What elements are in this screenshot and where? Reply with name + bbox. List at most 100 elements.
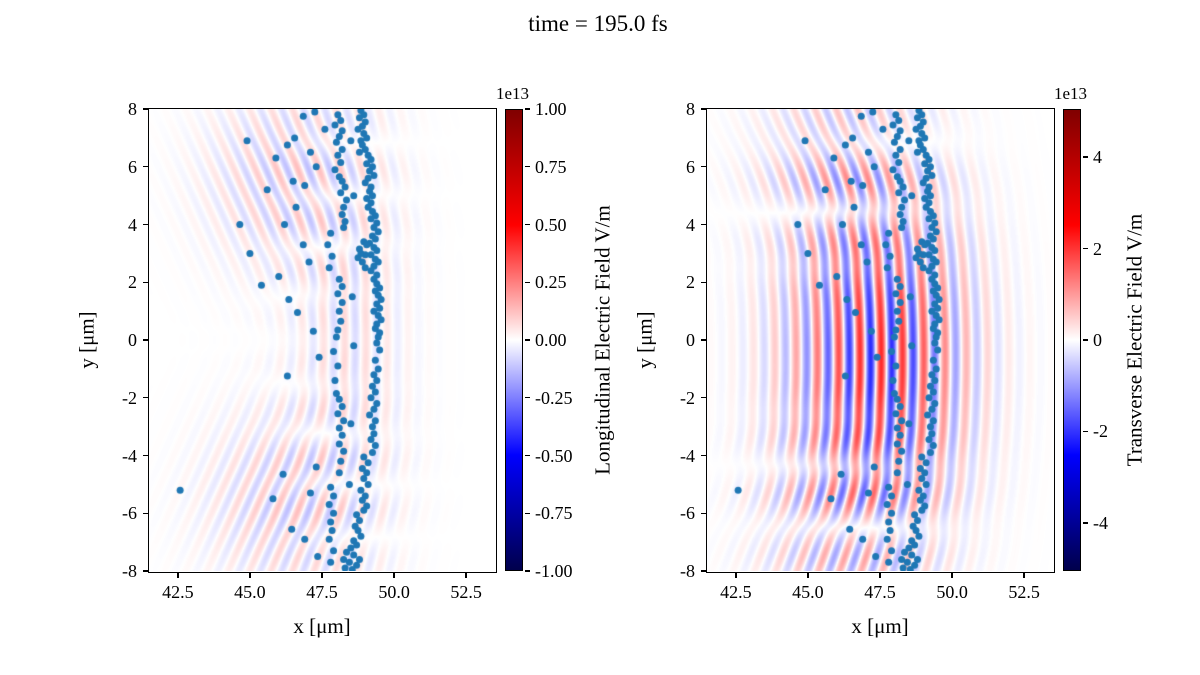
colorbar-tick bbox=[1082, 522, 1088, 524]
x-tick-label: 47.5 bbox=[864, 582, 896, 602]
y-tick bbox=[700, 281, 706, 283]
y-tick-label: 0 bbox=[686, 330, 695, 350]
y-tick bbox=[700, 397, 706, 399]
colorbar-gradient-right bbox=[1063, 109, 1081, 571]
longitudinal-colorbar: 1e13 Longitudinal Electric Field V/m 1.0… bbox=[496, 84, 615, 580]
colorbar-tick-label: 1.00 bbox=[535, 99, 567, 119]
y-tick-label: 4 bbox=[686, 214, 695, 235]
colorbar-tick bbox=[524, 454, 530, 457]
colorbar-tick bbox=[524, 570, 530, 572]
y-tick bbox=[142, 339, 148, 341]
y-tick-label: 2 bbox=[128, 272, 137, 293]
x-axis-label-left: x [μm] bbox=[293, 614, 351, 638]
x-tick-label: 52.5 bbox=[450, 582, 482, 602]
colorbar-tick-label: -0.50 bbox=[535, 445, 573, 466]
colorbar-tick bbox=[524, 223, 530, 226]
colorbar-tick-label: 0.75 bbox=[535, 156, 567, 177]
x-tick-label: 45.0 bbox=[234, 582, 266, 602]
x-tick bbox=[951, 573, 953, 578]
y-tick-label: 8 bbox=[128, 99, 137, 119]
x-tick-label: 45.0 bbox=[792, 582, 824, 602]
y-tick bbox=[700, 339, 706, 341]
colorbar-tick bbox=[524, 281, 530, 283]
x-tick bbox=[735, 573, 737, 578]
colorbar-label-left: Longitudinal Electric Field V/m bbox=[590, 205, 615, 475]
y-tick-label: -4 bbox=[680, 445, 695, 466]
y-tick bbox=[142, 570, 148, 572]
y-tick-label: 0 bbox=[128, 330, 137, 350]
y-tick-label: 8 bbox=[686, 99, 695, 119]
x-tick bbox=[1023, 573, 1025, 578]
y-tick bbox=[142, 223, 148, 226]
figure-title: time = 195.0 fs bbox=[528, 11, 668, 36]
y-tick-label: 6 bbox=[128, 156, 137, 177]
colorbar-tick-label: 0.50 bbox=[535, 214, 567, 235]
colorbar-tick bbox=[524, 397, 530, 399]
x-tick bbox=[393, 573, 395, 578]
transverse-colorbar: 1e13 Transverse Electric Field V/m 4 2 0 -2… bbox=[1054, 84, 1147, 571]
y-tick-label: -8 bbox=[122, 561, 137, 581]
y-tick-label: -4 bbox=[122, 445, 137, 466]
transverse-field-canvas bbox=[707, 109, 1053, 571]
x-tick-label: 42.5 bbox=[162, 582, 194, 602]
colorbar-tick bbox=[524, 512, 530, 514]
x-tick bbox=[177, 573, 179, 578]
x-tick bbox=[465, 573, 467, 578]
colorbar-tick bbox=[1082, 339, 1088, 341]
y-tick bbox=[142, 281, 148, 283]
x-tick-label: 50.0 bbox=[936, 582, 968, 602]
x-tick bbox=[807, 573, 809, 578]
y-tick bbox=[700, 108, 706, 110]
x-tick-label: 47.5 bbox=[306, 582, 338, 602]
y-tick-label: 2 bbox=[686, 272, 695, 293]
colorbar-tick-label: 0.25 bbox=[535, 272, 567, 293]
longitudinal-field-plot: x [μm] y [μm] 42.5 45.0 47.5 50.0 52.5 8 6 4 2 0-… bbox=[75, 100, 497, 638]
colorbar-tick-label: -4 bbox=[1093, 512, 1108, 533]
y-tick bbox=[142, 397, 148, 399]
colorbar-offset-right: 1e13 bbox=[1053, 84, 1087, 103]
colorbar-tick-label: -2 bbox=[1093, 421, 1108, 442]
x-tick-label: 42.5 bbox=[720, 582, 752, 602]
colorbar-tick bbox=[1082, 430, 1088, 433]
y-tick bbox=[700, 454, 706, 457]
colorbar-gradient-left bbox=[505, 109, 523, 571]
y-tick-label: -2 bbox=[680, 387, 695, 408]
colorbar-tick bbox=[1082, 156, 1088, 158]
x-axis-label-right: x [μm] bbox=[851, 614, 909, 638]
colorbar-tick-label: 4 bbox=[1093, 147, 1102, 168]
y-tick bbox=[700, 166, 706, 168]
colorbar-tick bbox=[1082, 247, 1088, 250]
x-tick bbox=[321, 573, 323, 578]
colorbar-tick-label: -1.00 bbox=[535, 561, 573, 581]
y-tick bbox=[142, 454, 148, 457]
colorbar-tick-label: -0.75 bbox=[535, 503, 573, 524]
transverse-field-plot: x [μm] y [μm] 42.5 45.0 47.5 50.0 52.5 8 6 4 2 0-… bbox=[633, 100, 1055, 638]
y-tick bbox=[142, 512, 148, 514]
y-tick bbox=[700, 570, 706, 572]
y-tick bbox=[700, 512, 706, 514]
colorbar-tick-label: -0.25 bbox=[535, 387, 573, 408]
y-tick-label: -8 bbox=[680, 561, 695, 581]
x-tick bbox=[879, 573, 881, 578]
longitudinal-field-canvas bbox=[149, 109, 495, 571]
y-tick bbox=[700, 223, 706, 226]
y-tick bbox=[142, 108, 148, 110]
y-tick-label: -2 bbox=[122, 387, 137, 408]
colorbar-tick-label: 2 bbox=[1093, 238, 1102, 259]
y-tick-label: -6 bbox=[122, 503, 137, 524]
colorbar-tick-label: 0.00 bbox=[535, 330, 567, 350]
colorbar-offset-left: 1e13 bbox=[495, 84, 529, 103]
colorbar-tick bbox=[524, 108, 530, 110]
x-tick-label: 52.5 bbox=[1008, 582, 1040, 602]
x-tick bbox=[249, 573, 251, 578]
colorbar-label-right: Transverse Electric Field V/m bbox=[1122, 213, 1147, 467]
y-tick-label: 6 bbox=[686, 156, 695, 177]
y-tick-label: 4 bbox=[128, 214, 137, 235]
y-tick bbox=[142, 166, 148, 168]
colorbar-tick-label: 0 bbox=[1093, 330, 1102, 350]
colorbar-tick bbox=[524, 166, 530, 168]
x-tick-label: 50.0 bbox=[378, 582, 410, 602]
colorbar-tick bbox=[524, 339, 530, 341]
y-tick-label: -6 bbox=[680, 503, 695, 524]
